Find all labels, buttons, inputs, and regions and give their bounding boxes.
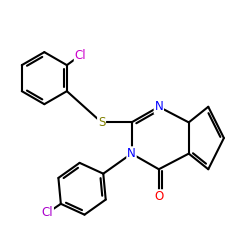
Text: N: N (127, 147, 136, 160)
Text: O: O (154, 190, 164, 203)
Text: S: S (98, 116, 105, 129)
Text: Cl: Cl (74, 49, 86, 62)
Text: N: N (154, 100, 163, 113)
Text: Cl: Cl (42, 206, 53, 220)
